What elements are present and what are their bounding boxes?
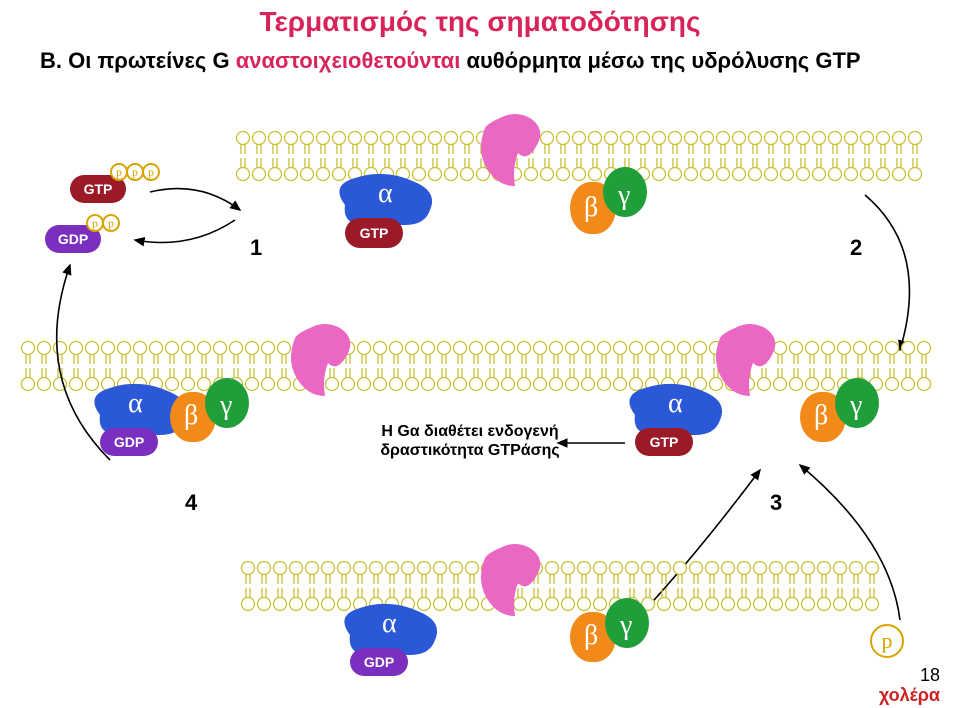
gtp-pill-1: GTP [345, 218, 403, 248]
gamma-label-3: γ [620, 610, 632, 642]
step-1: 1 [250, 235, 262, 261]
gamma-label-2l: γ [220, 390, 232, 422]
receptor-3 [470, 538, 550, 638]
subtitle-highlight: αναστοιχειοθετούνται [236, 48, 461, 73]
alpha-label-2r: α [668, 388, 683, 420]
p-released-icon: p [870, 624, 904, 658]
gamma-label-2r: γ [850, 390, 862, 422]
alpha-label-1: α [378, 178, 393, 210]
arrow-4-up [30, 260, 150, 480]
beta-label-2l: β [184, 400, 198, 432]
subtitle-suffix: αυθόρμητα μέσω της υδρόλυσης GTP [466, 48, 860, 73]
step-4: 4 [185, 490, 197, 516]
subtitle: Β. Οι πρωτείνες G αναστοιχειοθετούνται α… [40, 48, 861, 74]
receptor-2l [280, 318, 360, 418]
mid-caption-l1: Η Gα διαθέτει ενδογενή [381, 423, 558, 440]
gdp-pill-3: GDP [350, 648, 408, 676]
beta-label-1: β [584, 192, 598, 224]
page-number: 18 [920, 665, 940, 686]
alpha-label-3: α [382, 608, 397, 640]
subtitle-prefix: Β. Οι πρωτείνες G [40, 48, 236, 73]
gamma-label-1: γ [618, 180, 630, 212]
page-title: Τερματισμός της σηματοδότησης [0, 6, 960, 38]
cholera-label: χολέρα [879, 685, 940, 706]
mid-caption: Η Gα διαθέτει ενδογενή δραστικότητα GTPά… [370, 422, 570, 460]
beta-label-2r: β [814, 400, 828, 432]
p-icon-5: p [102, 214, 120, 232]
receptor-1 [470, 108, 550, 208]
beta-label-3: β [584, 620, 598, 652]
exchange-arrows [120, 170, 260, 260]
mid-caption-l2: δραστικότητα GTPάσης [380, 442, 559, 459]
